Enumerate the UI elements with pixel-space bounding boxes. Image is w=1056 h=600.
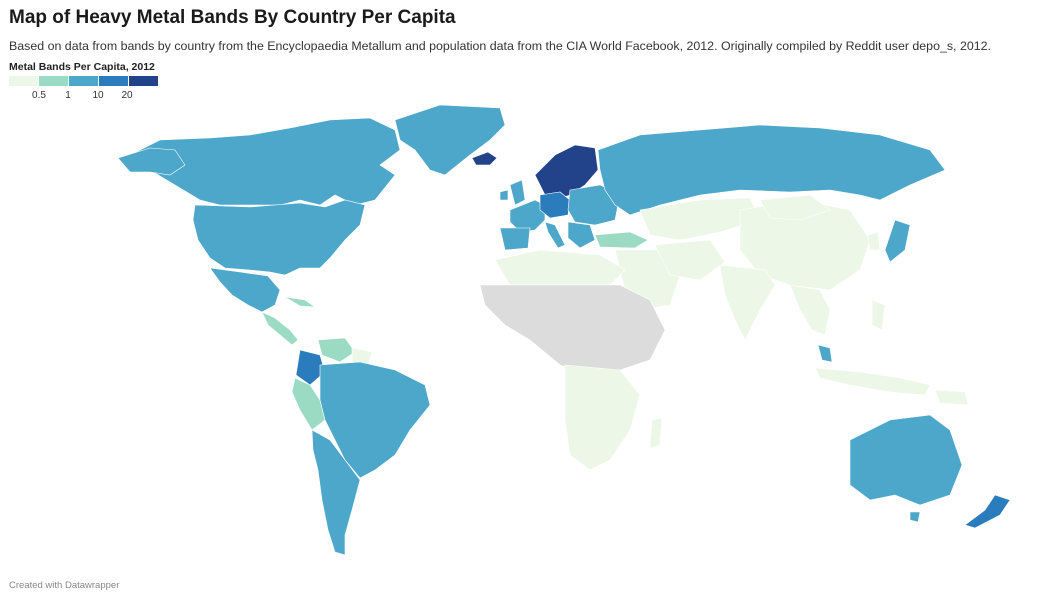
country-peru[interactable] [291,377,326,431]
country-indonesia[interactable] [814,367,931,396]
country-southeast-asia[interactable] [789,284,831,336]
country-tasmania[interactable] [909,511,921,523]
country-papua-new-guinea[interactable] [934,389,969,406]
chart-description: Based on data from bands by country from… [9,39,991,53]
world-map [117,104,1011,556]
country-russia[interactable] [597,124,946,216]
country-uk[interactable] [509,179,526,206]
legend-color-scale [9,76,159,86]
country-mexico[interactable] [209,267,281,313]
country-india[interactable] [719,264,776,341]
country-balkans[interactable] [567,221,596,249]
legend-tick-label: 0.5 [32,90,46,101]
legend-swatch-3 [69,76,98,86]
legend-tick-label: 1 [65,90,71,101]
chart-title: Map of Heavy Metal Bands By Country Per … [9,7,456,28]
country-north-africa[interactable] [494,249,626,286]
country-usa[interactable] [192,199,366,276]
country-brazil[interactable] [319,361,431,479]
country-eastern-europe[interactable] [567,184,621,226]
country-turkey[interactable] [594,231,649,249]
country-new-zealand[interactable] [964,494,1011,529]
country-canada[interactable] [119,117,401,206]
country-argentina-chile[interactable] [311,429,361,556]
country-japan[interactable] [884,219,911,263]
country-germany-central[interactable] [539,191,571,219]
country-iberia[interactable] [499,227,531,251]
legend-tick-label: 20 [121,90,133,101]
country-korea[interactable] [867,231,881,251]
legend-swatch-2 [39,76,68,86]
country-southern-africa[interactable] [564,364,641,471]
country-usa-alaska[interactable] [117,147,186,176]
legend-swatch-1 [9,76,38,86]
country-cuba[interactable] [284,296,317,308]
country-mongolia[interactable] [759,194,831,221]
legend-swatch-5 [129,76,158,86]
country-iceland[interactable] [471,151,498,166]
country-sub-saharan-africa[interactable] [479,284,666,376]
country-china[interactable] [739,199,871,291]
country-madagascar[interactable] [649,417,663,449]
legend-title: Metal Bands Per Capita, 2012 [9,61,155,73]
country-colombia[interactable] [295,349,326,386]
country-philippines[interactable] [871,299,886,331]
country-ireland[interactable] [499,189,509,201]
country-venezuela[interactable] [317,337,356,363]
legend-tick-label: 10 [92,90,104,101]
credit-footer: Created with Datawrapper [9,580,120,591]
legend-swatch-4 [99,76,128,86]
legend: Metal Bands Per Capita, 2012 0.5 1 10 20 [9,61,169,101]
country-central-america[interactable] [261,311,299,346]
country-western-europe[interactable] [509,199,546,233]
country-malaysia[interactable] [817,344,833,363]
country-iran-afghanistan[interactable] [654,239,726,281]
country-australia[interactable] [849,414,963,506]
country-italy[interactable] [544,221,566,249]
country-greenland[interactable] [394,104,506,176]
